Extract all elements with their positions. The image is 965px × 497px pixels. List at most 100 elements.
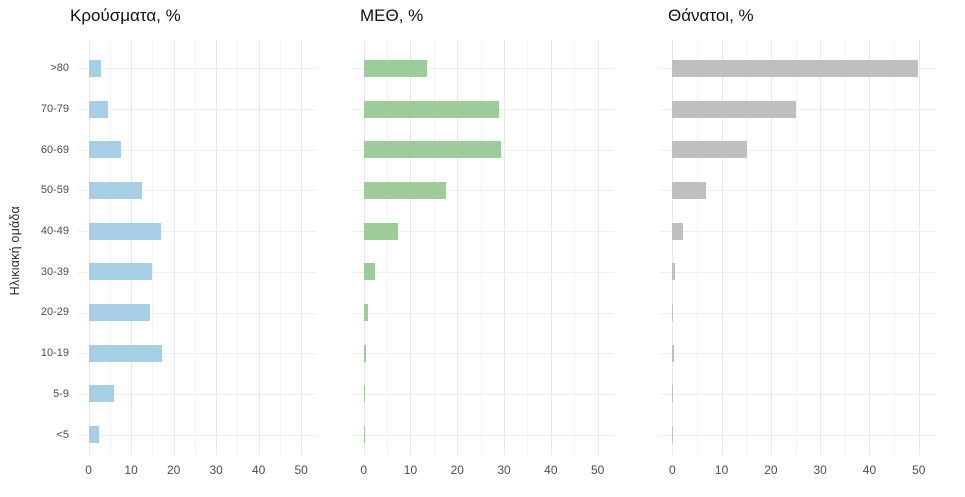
y-axis-label: >80 <box>50 62 69 75</box>
y-gridline <box>78 109 316 111</box>
x-gridline <box>820 40 822 455</box>
x-gridline <box>480 40 482 455</box>
x-gridline <box>795 40 797 455</box>
x-tick-label: 50 <box>590 463 605 477</box>
x-gridline <box>173 40 175 455</box>
x-gridline <box>258 40 260 455</box>
x-tick-label: 50 <box>912 463 926 477</box>
y-gridline <box>660 271 936 273</box>
x-gridline <box>301 40 303 455</box>
chart-panel <box>352 40 614 455</box>
x-tick-label: 30 <box>813 463 827 477</box>
x-gridline <box>770 40 772 455</box>
x-gridline <box>194 40 196 455</box>
bar <box>363 344 367 362</box>
y-gridline <box>352 68 614 70</box>
y-gridline <box>660 109 936 111</box>
y-gridline <box>660 434 936 436</box>
y-gridline <box>78 393 316 395</box>
x-gridline <box>504 40 506 455</box>
bar <box>88 100 108 118</box>
x-tick-label: 0 <box>668 463 676 477</box>
x-gridline <box>672 40 674 455</box>
chart-panel <box>660 40 936 455</box>
y-gridline <box>78 231 316 233</box>
x-tick-label: 0 <box>85 463 92 477</box>
x-tick-label: 20 <box>450 463 464 477</box>
bar <box>672 100 796 118</box>
bar <box>363 181 446 199</box>
y-axis-label: 10-19 <box>40 347 69 360</box>
bar <box>363 385 365 403</box>
y-gridline <box>352 231 614 233</box>
x-gridline <box>457 40 459 455</box>
bar <box>363 426 366 444</box>
y-axis-label: 60-69 <box>40 143 69 156</box>
y-axis-label: 20-29 <box>40 306 69 319</box>
x-gridline <box>131 40 133 455</box>
bar <box>363 141 501 159</box>
bar <box>672 263 676 281</box>
bar <box>88 181 143 199</box>
bar <box>88 141 122 159</box>
bar <box>672 181 706 199</box>
bar <box>672 385 674 403</box>
x-tick-label: 0 <box>360 463 368 477</box>
x-gridline <box>387 40 389 455</box>
y-gridline <box>352 271 614 273</box>
y-gridline <box>352 393 614 395</box>
y-gridline <box>78 190 316 192</box>
x-gridline <box>410 40 412 455</box>
chart-0: Κρούσματα, % 0 10 20 30 40 50 <box>70 6 316 497</box>
x-tick-label: 10 <box>124 463 138 477</box>
x-tick-label: 30 <box>209 463 223 477</box>
bar <box>88 385 115 403</box>
y-gridline <box>78 353 316 355</box>
y-gridline <box>78 149 316 151</box>
y-gridline <box>660 149 936 151</box>
x-tick-label: 10 <box>714 463 729 477</box>
y-gridline <box>660 393 936 395</box>
x-gridline <box>152 40 154 455</box>
chart-title: ΜΕΘ, % <box>360 6 424 25</box>
x-gridline <box>696 40 698 455</box>
bar <box>88 344 162 362</box>
y-axis-label: 30-39 <box>40 265 69 278</box>
x-gridline <box>216 40 218 455</box>
y-axis-label: 50-59 <box>40 184 69 197</box>
x-gridline <box>550 40 552 455</box>
x-axis-labels: 0 10 20 30 40 50 <box>352 455 614 483</box>
bar <box>672 222 684 240</box>
x-tick-label: 30 <box>497 463 511 477</box>
charts-row: Κρούσματα, % 0 10 20 30 40 50 ΜΕΘ, % 0 10 20 30 40 50… <box>70 6 936 497</box>
y-gridline <box>352 434 614 436</box>
chart-panel <box>78 40 316 455</box>
bar <box>88 222 161 240</box>
x-tick-label: 10 <box>403 463 418 477</box>
bar <box>672 141 748 159</box>
bar <box>88 304 151 322</box>
y-axis-title-column: Ηλικιακή ομάδα <box>0 6 30 461</box>
bar <box>88 426 100 444</box>
y-axis-title: Ηλικιακή ομάδα <box>8 205 22 296</box>
bar <box>88 263 152 281</box>
x-tick-label: 20 <box>764 463 778 477</box>
x-gridline <box>433 40 435 455</box>
x-tick-label: 50 <box>294 463 308 477</box>
y-gridline <box>352 353 614 355</box>
y-gridline <box>78 271 316 273</box>
x-gridline <box>279 40 281 455</box>
x-gridline <box>363 40 365 455</box>
x-gridline <box>527 40 529 455</box>
bar <box>363 304 369 322</box>
bar <box>672 304 674 322</box>
chart-title: Κρούσματα, % <box>70 6 181 25</box>
bar <box>88 59 101 77</box>
y-gridline <box>660 190 936 192</box>
x-gridline <box>88 40 90 455</box>
x-gridline <box>597 40 599 455</box>
bar <box>672 344 674 362</box>
bar <box>672 59 918 77</box>
x-gridline <box>918 40 920 455</box>
